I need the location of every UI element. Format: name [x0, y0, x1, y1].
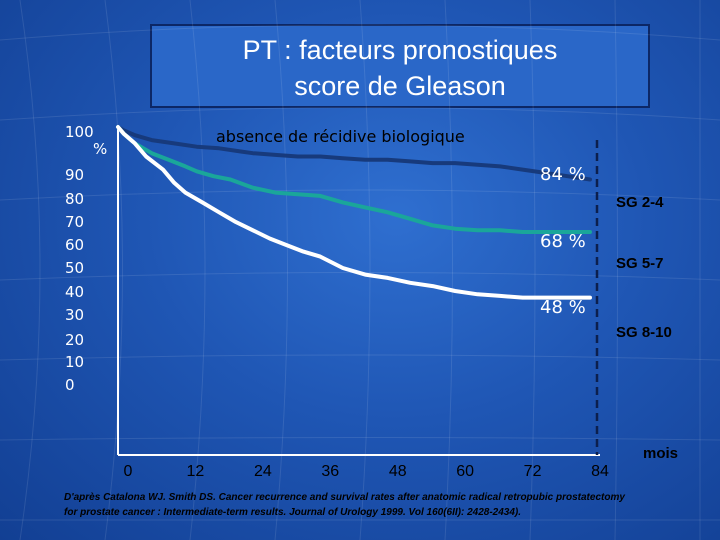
series-labels: 84 % SG 2-4 68 % SG 5-7 48 % SG 8-10 [540, 164, 672, 341]
y-tick-label: 50 [65, 259, 84, 277]
y-tick-label: 80 [65, 190, 84, 208]
series-line [116, 125, 592, 182]
chart-axes [117, 127, 600, 456]
x-tick-label: 48 [389, 463, 407, 480]
grid-meridian [274, 0, 288, 540]
y-tick-label: 0 [65, 376, 75, 394]
source-line-2: for prostate cancer : Intermediate-term … [64, 507, 522, 518]
chart-title-line-1: PT : facteurs pronostiques [242, 35, 558, 65]
chart-subtitle: absence de récidive biologique [216, 127, 465, 146]
series-line [116, 125, 592, 234]
grid-parallel [0, 189, 720, 201]
grid-meridian [189, 0, 206, 540]
series-lines [116, 125, 592, 300]
y-tick-label: 60 [65, 236, 84, 254]
source-line-1: D'après Catalona WJ. Smith DS. Cancer re… [64, 492, 625, 503]
source-citation: D'après Catalona WJ. Smith DS. Cancer re… [64, 490, 714, 520]
title-box: PT : facteurs pronostiques score de Glea… [150, 24, 650, 108]
y-tick-label: 30 [65, 306, 84, 324]
grid-parallel [0, 107, 720, 121]
grid-meridian [19, 0, 41, 540]
grid-meridian [529, 0, 536, 540]
grid-meridian [104, 0, 123, 540]
x-tick-labels: 0 12 24 36 48 60 72 84 [124, 463, 609, 480]
series-name-label: SG 2-4 [616, 194, 664, 211]
y-tick-label: 100 [65, 123, 94, 141]
grid-meridian [444, 0, 453, 540]
series-line [116, 125, 592, 300]
y-axis-unit: % [93, 140, 107, 158]
series-end-label: 84 % [540, 164, 586, 185]
grid-meridian [614, 0, 618, 540]
x-tick-label: 24 [254, 463, 272, 480]
y-tick-label: 10 [65, 353, 84, 371]
grid-meridian [359, 0, 371, 540]
grid-parallel [0, 24, 720, 41]
y-tick-label: 20 [65, 331, 84, 349]
y-tick-label: 90 [65, 166, 84, 184]
y-tick-label: 40 [65, 283, 84, 301]
grid-parallel [0, 354, 720, 361]
series-end-label: 48 % [540, 297, 586, 318]
x-tick-label: 0 [124, 463, 133, 480]
y-tick-label: 70 [65, 213, 84, 231]
series-end-label: 68 % [540, 231, 586, 252]
x-tick-label: 12 [187, 463, 205, 480]
series-name-label: SG 5-7 [616, 255, 664, 272]
x-tick-label: 60 [456, 463, 474, 480]
x-tick-label: 84 [591, 463, 609, 480]
x-axis-label: mois [643, 445, 678, 462]
series-name-label: SG 8-10 [616, 324, 672, 341]
chart-title-line-2: score de Gleason [294, 71, 506, 101]
x-tick-label: 36 [321, 463, 339, 480]
grid-parallel [0, 437, 720, 441]
x-tick-label: 72 [524, 463, 542, 480]
